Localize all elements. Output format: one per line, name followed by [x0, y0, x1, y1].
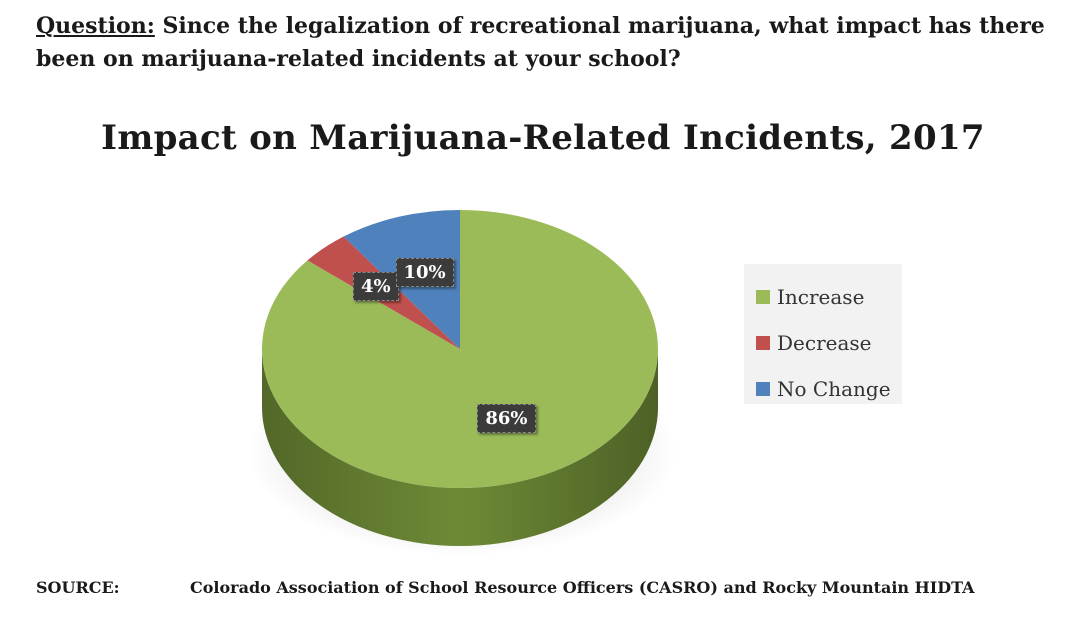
- legend-swatch-increase: [756, 290, 770, 304]
- data-label-no-change: 10%: [395, 257, 454, 287]
- question-text: Since the legalization of recreational m…: [36, 13, 1045, 72]
- legend-label-decrease: Decrease: [777, 331, 872, 355]
- legend-item-decrease: Decrease: [756, 320, 902, 366]
- legend-item-no-change: No Change: [756, 366, 902, 412]
- legend-label-increase: Increase: [777, 285, 865, 309]
- question-label: Question:: [36, 13, 155, 39]
- data-label-decrease: 4%: [352, 271, 399, 301]
- legend-swatch-decrease: [756, 336, 770, 350]
- legend-swatch-no-change: [756, 382, 770, 396]
- data-label-increase: 86%: [477, 403, 536, 433]
- source-text: Colorado Association of School Resource …: [190, 578, 975, 597]
- legend-label-no-change: No Change: [777, 377, 891, 401]
- legend-item-increase: Increase: [756, 274, 902, 320]
- source-label: SOURCE:: [36, 578, 120, 597]
- chart-title: Impact on Marijuana-Related Incidents, 2…: [101, 118, 985, 158]
- survey-question: Question: Since the legalization of recr…: [36, 10, 1046, 76]
- pie-side-shade-increase: [262, 349, 658, 546]
- pie-slices: [262, 210, 658, 546]
- legend: Increase Decrease No Change: [744, 264, 902, 404]
